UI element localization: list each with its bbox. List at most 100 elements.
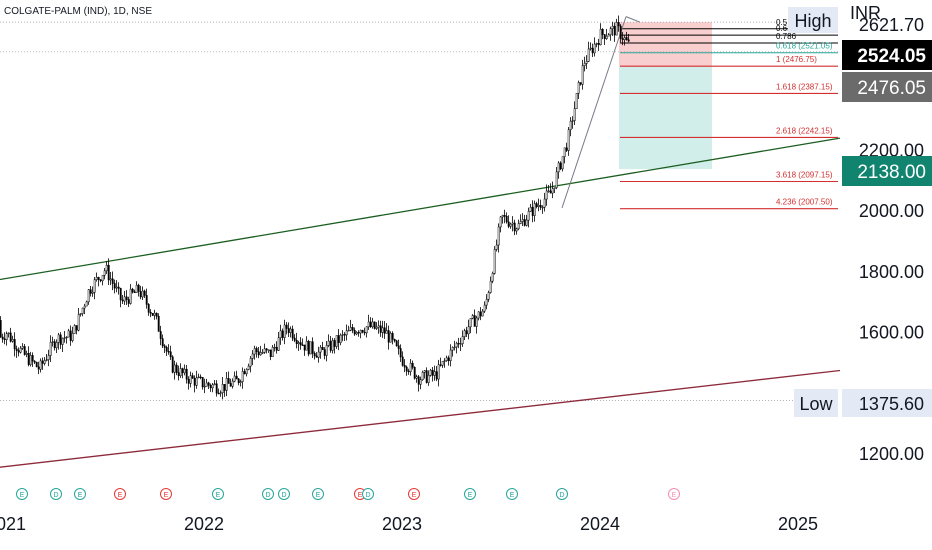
candle-body	[201, 377, 204, 388]
position-zones	[619, 22, 712, 170]
candle-body	[165, 347, 168, 352]
candle-body	[245, 369, 248, 375]
candle-body	[293, 337, 296, 341]
fib-level-label: 0.618 (2521.05)	[776, 42, 833, 51]
candle-body	[613, 25, 616, 36]
candle-body	[39, 360, 42, 370]
candle-body	[397, 345, 400, 349]
candle-body	[493, 249, 496, 274]
candle-body	[387, 330, 390, 343]
fib-anchor-line	[561, 16, 627, 209]
candle-body	[135, 284, 138, 293]
candle-body	[375, 326, 378, 329]
candle-body	[367, 321, 370, 328]
candle-body	[103, 270, 106, 276]
earnings-marker	[74, 488, 86, 500]
candle-body	[171, 356, 174, 373]
fib-one-price-label: 2476.05	[857, 78, 926, 99]
candle-body	[187, 378, 190, 384]
time-tick-label: 2024	[580, 514, 620, 534]
earnings-marker	[668, 488, 680, 500]
candle-body	[569, 120, 572, 131]
candle-body	[603, 34, 606, 39]
candle-body	[81, 307, 84, 314]
candle-body	[381, 327, 384, 333]
candle-body	[117, 286, 120, 289]
price-axis[interactable]: 1200.00 1600.00 1800.00 2000.00 2200.00 High 2…	[788, 7, 932, 464]
candle-body	[413, 367, 416, 379]
candle-body	[193, 377, 196, 386]
candle-body	[515, 228, 518, 232]
candle-body	[327, 340, 330, 346]
candle-body	[111, 278, 114, 284]
candle-body	[447, 357, 450, 362]
candle-body	[529, 206, 532, 212]
candle-body	[427, 374, 430, 383]
candle-body	[621, 38, 624, 40]
candle-body	[443, 360, 446, 362]
candle-body	[335, 335, 338, 347]
candle-body	[1, 336, 4, 340]
candle-body	[471, 315, 474, 319]
candle-body	[345, 330, 348, 336]
candle-body	[511, 222, 514, 225]
candle-body	[307, 341, 310, 355]
candle-body	[301, 344, 304, 346]
target-price-badge	[842, 156, 932, 186]
candle-body	[479, 311, 482, 317]
time-tick-label: 2022	[184, 514, 224, 534]
earnings-marker-label: E	[20, 492, 25, 499]
candle-body	[45, 359, 48, 361]
time-axis[interactable]: 2021 2022 2023 2024 2025	[0, 514, 818, 534]
candle-body	[527, 211, 530, 221]
candle-body	[141, 290, 144, 298]
candle-body	[15, 348, 18, 351]
candle-body	[459, 343, 462, 345]
candle-body	[449, 349, 452, 362]
candle-body	[365, 326, 368, 334]
candle-body	[95, 277, 98, 280]
candle-body	[623, 37, 626, 40]
candle-body	[505, 216, 508, 223]
candle-body	[231, 380, 234, 387]
candle-body	[513, 222, 516, 232]
candle-body	[189, 375, 192, 384]
candle-body	[243, 371, 246, 375]
candle-body	[547, 190, 550, 192]
stop-zone	[619, 22, 712, 67]
candle-body	[13, 339, 16, 350]
candle-body	[27, 353, 30, 365]
candle-body	[601, 29, 604, 35]
candle-body	[405, 366, 408, 372]
candle-body	[133, 291, 136, 294]
candle-body	[445, 357, 448, 361]
candle-body	[607, 34, 610, 37]
high-badge	[788, 7, 838, 33]
channel-lines	[0, 137, 841, 468]
candle-body	[313, 353, 316, 357]
candle-body	[3, 338, 6, 340]
candle-body	[403, 365, 406, 368]
candle-body	[567, 129, 570, 151]
candle-body	[203, 385, 206, 388]
candle-body	[415, 376, 418, 379]
candle-body	[219, 392, 222, 394]
candle-body	[297, 342, 300, 344]
fib-one-badge	[842, 72, 932, 102]
candle-body	[509, 223, 512, 227]
candle-body	[167, 351, 170, 353]
candle-body	[595, 43, 598, 45]
candle-body	[151, 313, 154, 316]
candle-body	[61, 337, 64, 345]
candle-body	[627, 39, 630, 42]
candle-body	[7, 332, 10, 334]
candle-body	[351, 327, 354, 331]
candle-body	[273, 346, 276, 349]
candle-body	[441, 360, 444, 366]
candle-body	[177, 372, 180, 376]
candle-body	[145, 295, 148, 305]
candle-body	[545, 190, 548, 200]
